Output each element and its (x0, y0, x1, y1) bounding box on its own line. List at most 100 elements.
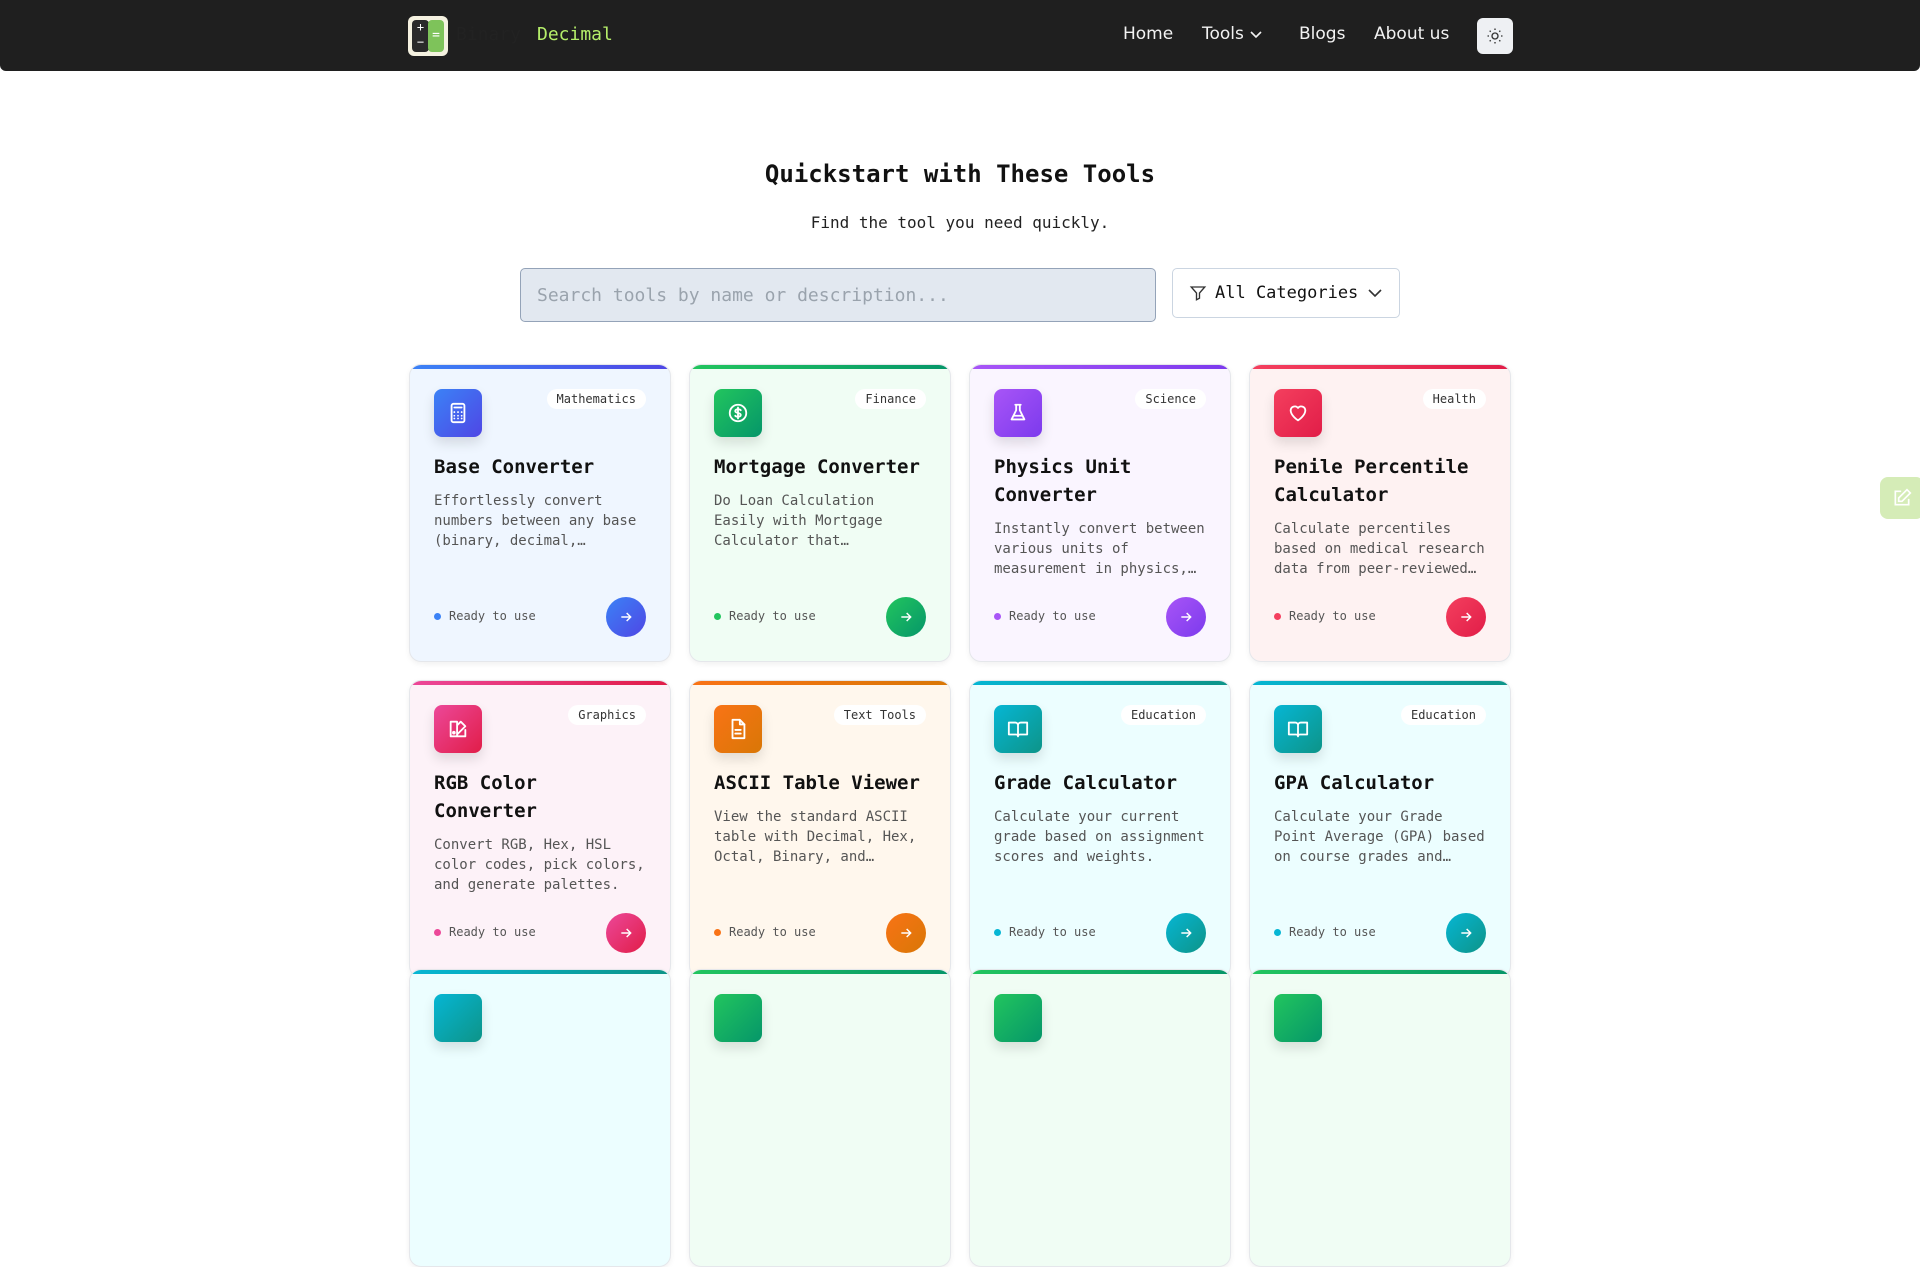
status: Ready to use (714, 925, 816, 939)
card-description: View the standard ASCII table with Decim… (714, 809, 917, 865)
card-description: Do Loan Calculation Easily with Mortgage… (714, 493, 883, 549)
arrow-right-icon (901, 612, 912, 622)
nav-tools-label: Tools (1202, 24, 1244, 44)
open-tool-button[interactable] (1166, 597, 1206, 637)
status-dot-icon (714, 612, 721, 620)
card-description: Calculate your current grade based on as… (994, 809, 1205, 865)
tool-card[interactable]: Education GPA Calculator Calculate your G… (1249, 680, 1511, 978)
card-accent-bar (970, 365, 1230, 369)
category-badge: Mathematics (546, 389, 646, 409)
card-accent-bar (1250, 681, 1510, 685)
brand-name-part1[interactable]: Binary (456, 24, 522, 45)
tool-card[interactable]: Graphics RGB Color Converter Convert RGB,… (409, 680, 671, 978)
arrow-right-icon (1181, 928, 1192, 938)
tool-card[interactable]: Finance Mortgage Converter Do Loan Calcul… (689, 364, 951, 662)
card-title[interactable]: Grade Calculator (994, 772, 1178, 794)
card-title[interactable]: RGB Color Converter (434, 772, 537, 822)
status: Ready to use (994, 925, 1096, 939)
category-badge: Education (1400, 705, 1486, 725)
tool-card[interactable]: Mathematics Base Converter Effortlessly c… (409, 364, 671, 662)
tool-card[interactable] (1249, 969, 1511, 1267)
status-text: Ready to use (1009, 609, 1096, 623)
status: Ready to use (434, 609, 536, 623)
nav-tools[interactable]: Tools (1202, 24, 1263, 44)
file-text-icon (731, 718, 746, 740)
card-title[interactable]: ASCII Table Viewer (714, 772, 920, 794)
arrow-right-icon (621, 928, 632, 938)
card-title[interactable]: Penile Percentile Calculator (1274, 456, 1469, 506)
calculator-icon (450, 402, 466, 424)
tool-card[interactable] (409, 969, 671, 1267)
chevron-down-icon (1368, 289, 1382, 298)
nav-about[interactable]: About us (1374, 24, 1450, 44)
card-accent-bar (690, 681, 950, 685)
brand-name-part2[interactable]: Decimal (537, 24, 613, 45)
filter-icon (1189, 286, 1207, 301)
open-tool-button[interactable] (886, 597, 926, 637)
card-description: Calculate percentiles based on medical r… (1274, 521, 1485, 577)
card-accent-bar (410, 365, 670, 369)
card-accent-bar (410, 970, 670, 974)
nav-blogs[interactable]: Blogs (1299, 24, 1346, 44)
open-tool-button[interactable] (1166, 913, 1206, 953)
page-subtitle: Find the tool you need quickly. (810, 213, 1110, 232)
card-icon-tile (1274, 705, 1322, 753)
card-title[interactable]: Physics Unit Converter (994, 456, 1132, 506)
tool-card[interactable] (689, 969, 951, 1267)
card-title[interactable]: GPA Calculator (1274, 772, 1435, 794)
open-tool-button[interactable] (886, 913, 926, 953)
status-text: Ready to use (1289, 609, 1376, 623)
arrow-right-icon (1181, 612, 1192, 622)
status: Ready to use (1274, 925, 1376, 939)
card-icon-tile (994, 705, 1042, 753)
category-badge: Finance (855, 389, 926, 409)
logo-icon[interactable]: + − = (408, 16, 448, 56)
page-title: Quickstart with These Tools (764, 160, 1156, 188)
card-title[interactable]: Mortgage Converter (714, 456, 920, 478)
open-tool-button[interactable] (1446, 913, 1486, 953)
status-text: Ready to use (449, 925, 536, 939)
dollar-icon (728, 403, 748, 423)
search-input[interactable] (520, 268, 1156, 322)
category-select-value: All Categories (1215, 283, 1359, 303)
card-icon-tile (714, 389, 762, 437)
status: Ready to use (714, 609, 816, 623)
tool-card[interactable]: Text Tools ASCII Table Viewer View the st… (689, 680, 951, 978)
logo-equals: = (428, 20, 444, 52)
card-icon-tile (434, 705, 482, 753)
card-accent-bar (410, 681, 670, 685)
card-accent-bar (690, 970, 950, 974)
tool-card[interactable]: Education Grade Calculator Calculate your… (969, 680, 1231, 978)
flask-icon (1010, 403, 1026, 421)
status-dot-icon (1274, 612, 1281, 620)
card-accent-bar (970, 681, 1230, 685)
card-accent-bar (690, 365, 950, 369)
tool-card[interactable] (969, 969, 1231, 1267)
open-tool-button[interactable] (1446, 597, 1486, 637)
tool-card[interactable]: Science Physics Unit Converter Instantly … (969, 364, 1231, 662)
arrow-right-icon (1461, 928, 1472, 938)
card-title[interactable]: Base Converter (434, 456, 595, 478)
open-tool-button[interactable] (606, 597, 646, 637)
card-accent-bar (970, 970, 1230, 974)
status-dot-icon (1274, 928, 1281, 936)
status-text: Ready to use (1289, 925, 1376, 939)
logo-plus: + (416, 20, 425, 34)
feedback-button[interactable] (1880, 477, 1920, 519)
sun-icon (1487, 28, 1503, 44)
open-tool-button[interactable] (606, 913, 646, 953)
card-description: Convert RGB, Hex, HSL color codes, pick … (434, 837, 645, 893)
nav-home[interactable]: Home (1123, 24, 1174, 44)
book-icon (1007, 721, 1029, 738)
theme-toggle-button[interactable] (1477, 18, 1513, 54)
palette-icon (449, 720, 467, 738)
status-text: Ready to use (449, 609, 536, 623)
card-accent-bar (1250, 970, 1510, 974)
category-select[interactable]: All Categories (1172, 268, 1400, 318)
tool-card[interactable]: Health Penile Percentile Calculator Calcu… (1249, 364, 1511, 662)
heart-icon (1289, 405, 1307, 422)
status-dot-icon (994, 928, 1001, 936)
arrow-right-icon (901, 928, 912, 938)
card-icon-tile (434, 389, 482, 437)
status-dot-icon (714, 928, 721, 936)
